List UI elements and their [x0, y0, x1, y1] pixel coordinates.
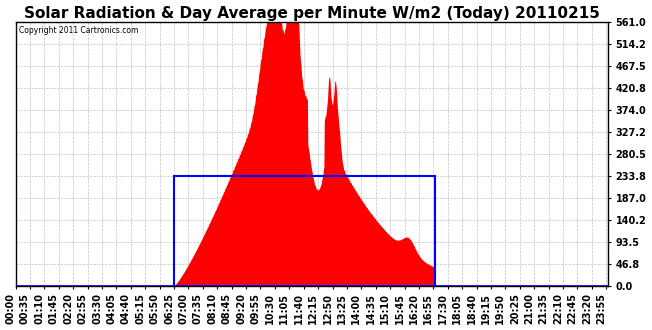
Text: Copyright 2011 Cartronics.com: Copyright 2011 Cartronics.com [18, 26, 138, 35]
Bar [174, 176, 436, 286]
Title: Solar Radiation & Day Average per Minute W/m2 (Today) 20110215: Solar Radiation & Day Average per Minute… [24, 6, 600, 20]
